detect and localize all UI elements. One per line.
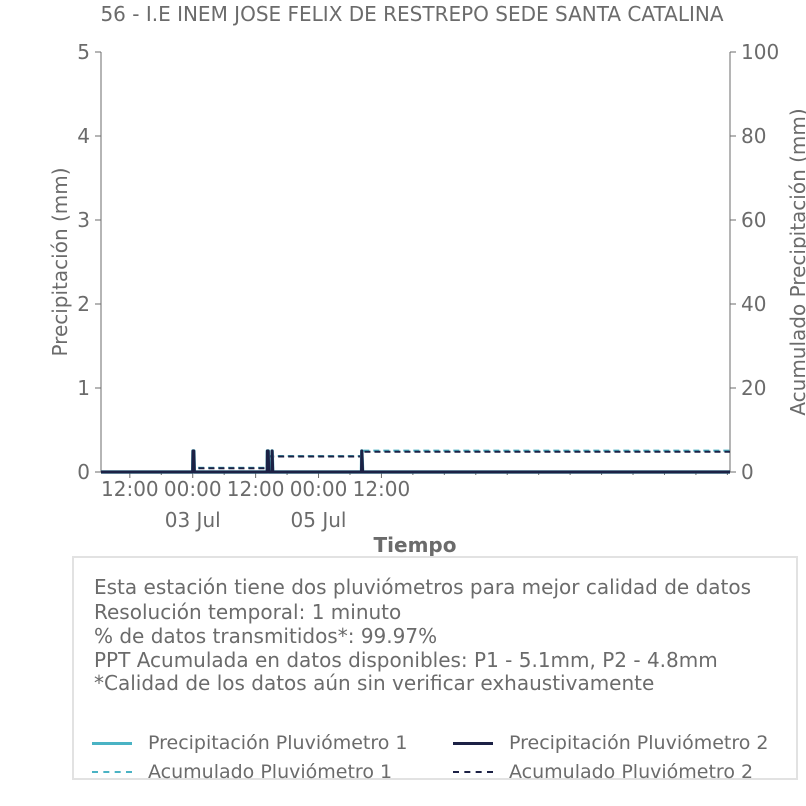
series-group	[101, 449, 730, 474]
legend-swatch-precip-p1	[92, 742, 132, 745]
info-dual-gauge-note: Esta estación tiene dos pluviómetros par…	[94, 575, 752, 599]
info-transmitted-data: % de datos transmitidos*: 99.97%	[94, 624, 438, 648]
info-panel: Esta estación tiene dos pluviómetros par…	[72, 556, 798, 783]
y2-tick-label: 80	[741, 124, 766, 148]
legend-label-precip-p2: Precipitación Pluviómetro 2	[509, 732, 769, 754]
y-tick-label: 1	[77, 376, 90, 400]
y2-tick-label: 20	[741, 376, 766, 400]
legend-label-cumulative-p2: Acumulado Pluviómetro 2	[509, 761, 754, 783]
x-tick-date-label: 05 Jul	[291, 508, 347, 532]
y2-tick-label: 40	[741, 292, 766, 316]
y-axis-label: Precipitación (mm)	[48, 167, 72, 356]
legend-swatch-cumulative-p1	[92, 771, 132, 773]
x-tick-label: 00:00	[164, 477, 222, 501]
y2-tick-label: 0	[741, 460, 754, 484]
info-accumulated-ppt: PPT Acumulada en datos disponibles: P1 -…	[94, 648, 718, 672]
x-axis-label: Tiempo	[374, 533, 457, 557]
legend-swatch-precip-p2	[453, 742, 493, 745]
chart-canvas: 56 - I.E INEM JOSE FELIX DE RESTREPO SED…	[48, 2, 806, 557]
info-quality-disclaimer: *Calidad de los datos aún sin verificar …	[94, 671, 655, 695]
x-tick-date-label: 03 Jul	[165, 508, 221, 532]
x-tick-label: 00:00	[290, 477, 348, 501]
legend-label-cumulative-p1: Acumulado Pluviómetro 1	[148, 761, 393, 783]
legend-label-precip-p1: Precipitación Pluviómetro 1	[148, 732, 408, 754]
x-tick-label: 12:00	[101, 477, 159, 501]
y2-tick-label: 60	[741, 208, 766, 232]
legend-swatch-cumulative-p2	[453, 771, 493, 773]
x-tick-label: 12:00	[227, 477, 285, 501]
y-tick-label: 5	[77, 40, 90, 64]
y-tick-label: 0	[77, 460, 90, 484]
y2-axis-label: Acumulado Precipitación (mm)	[786, 108, 806, 415]
x-tick-label: 12:00	[353, 477, 411, 501]
y2-tick-label: 100	[741, 40, 779, 64]
series-line-precipitaci-n-pluvi-metro-2	[101, 449, 730, 474]
y-tick-label: 2	[77, 292, 90, 316]
y-tick-label: 4	[77, 124, 90, 148]
info-temporal-resolution: Resolución temporal: 1 minuto	[94, 600, 402, 624]
chart-title: 56 - I.E INEM JOSE FELIX DE RESTREPO SED…	[100, 2, 723, 26]
y-tick-label: 3	[77, 208, 90, 232]
